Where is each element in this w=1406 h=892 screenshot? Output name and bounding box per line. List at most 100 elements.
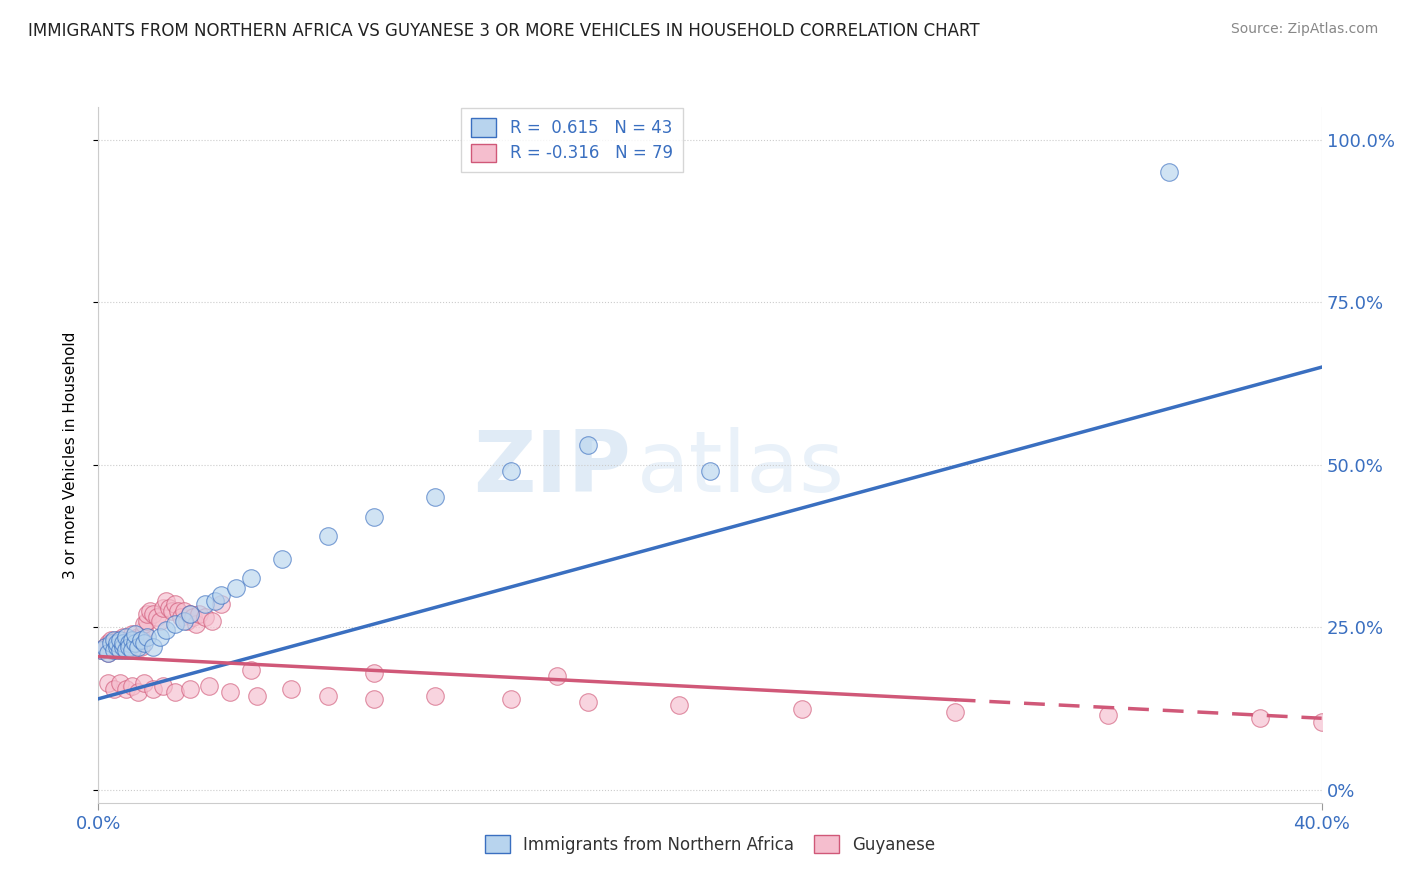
Point <box>160 604 183 618</box>
Legend: Immigrants from Northern Africa, Guyanese: Immigrants from Northern Africa, Guyanes… <box>478 829 942 861</box>
Point <box>105 640 128 654</box>
Point <box>363 509 385 524</box>
Point <box>152 600 174 615</box>
Point <box>127 685 149 699</box>
Point <box>225 581 247 595</box>
Point <box>121 636 143 650</box>
Point <box>316 529 339 543</box>
Point <box>173 604 195 618</box>
Point <box>108 633 131 648</box>
Point <box>118 640 141 654</box>
Point <box>97 646 120 660</box>
Text: ZIP: ZIP <box>472 427 630 510</box>
Point <box>103 633 125 648</box>
Point <box>129 633 152 648</box>
Point <box>246 689 269 703</box>
Point <box>97 675 120 690</box>
Point <box>179 607 201 622</box>
Point <box>121 643 143 657</box>
Point <box>167 604 190 618</box>
Point <box>97 646 120 660</box>
Point <box>103 636 125 650</box>
Point <box>280 681 302 696</box>
Point <box>270 552 292 566</box>
Point <box>134 675 156 690</box>
Point <box>1157 165 1180 179</box>
Point <box>943 705 966 719</box>
Point <box>176 614 198 628</box>
Point <box>423 689 446 703</box>
Point <box>197 679 219 693</box>
Point <box>209 598 232 612</box>
Point <box>219 685 242 699</box>
Point <box>111 640 134 654</box>
Point <box>142 640 165 654</box>
Point <box>181 610 204 624</box>
Point <box>145 610 167 624</box>
Point <box>124 636 146 650</box>
Point <box>115 630 138 644</box>
Point <box>157 600 180 615</box>
Point <box>136 614 159 628</box>
Point <box>134 624 156 638</box>
Point <box>108 675 131 690</box>
Point <box>136 607 159 622</box>
Point <box>100 643 122 657</box>
Point <box>93 640 115 654</box>
Point <box>200 614 222 628</box>
Point <box>142 681 165 696</box>
Text: IMMIGRANTS FROM NORTHERN AFRICA VS GUYANESE 3 OR MORE VEHICLES IN HOUSEHOLD CORR: IMMIGRANTS FROM NORTHERN AFRICA VS GUYAN… <box>28 22 980 40</box>
Point <box>90 643 112 657</box>
Point <box>103 681 125 696</box>
Point <box>105 643 128 657</box>
Point <box>127 640 149 654</box>
Point <box>124 633 146 648</box>
Point <box>163 598 186 612</box>
Point <box>115 640 138 654</box>
Point <box>134 617 156 632</box>
Text: atlas: atlas <box>637 427 845 510</box>
Point <box>121 626 143 640</box>
Point <box>136 630 159 644</box>
Point <box>149 630 172 644</box>
Point <box>142 607 165 622</box>
Point <box>129 630 152 644</box>
Point <box>163 685 186 699</box>
Point <box>127 636 149 650</box>
Point <box>240 572 263 586</box>
Point <box>124 640 146 654</box>
Point <box>111 636 134 650</box>
Point <box>149 614 172 628</box>
Point <box>501 464 523 478</box>
Point <box>155 624 177 638</box>
Text: Source: ZipAtlas.com: Source: ZipAtlas.com <box>1230 22 1378 37</box>
Point <box>115 643 138 657</box>
Point <box>668 698 690 713</box>
Point <box>316 689 339 703</box>
Point <box>108 636 131 650</box>
Point <box>121 679 143 693</box>
Point <box>118 633 141 648</box>
Point <box>108 643 131 657</box>
Y-axis label: 3 or more Vehicles in Household: 3 or more Vehicles in Household <box>63 331 77 579</box>
Point <box>204 594 226 608</box>
Point <box>115 681 138 696</box>
Point <box>93 640 115 654</box>
Point <box>194 598 217 612</box>
Point <box>1249 711 1271 725</box>
Point <box>1310 714 1333 729</box>
Point <box>121 633 143 648</box>
Point <box>179 607 201 622</box>
Point <box>108 640 131 654</box>
Point <box>240 663 263 677</box>
Point <box>179 681 201 696</box>
Point <box>100 636 122 650</box>
Point <box>90 643 112 657</box>
Point <box>111 643 134 657</box>
Point <box>118 643 141 657</box>
Point <box>129 640 152 654</box>
Point <box>546 669 568 683</box>
Point <box>576 695 599 709</box>
Point <box>170 610 193 624</box>
Point <box>194 610 217 624</box>
